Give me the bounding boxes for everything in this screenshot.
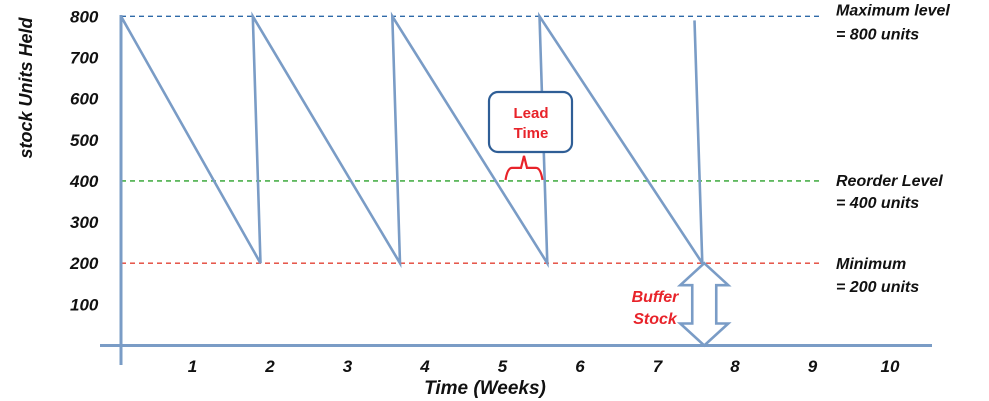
y-tick-label: 600 [70, 90, 99, 109]
x-axis-title: Time (Weeks) [424, 378, 546, 399]
reference-label-200: = 200 units [836, 279, 919, 296]
buffer-stock-label: Buffer [632, 289, 680, 306]
stock-level-line [119, 11, 704, 269]
y-tick-label: 700 [70, 48, 99, 67]
x-tick-label: 4 [419, 357, 430, 376]
x-tick-label: 2 [264, 357, 275, 376]
lead-time-box [487, 90, 574, 154]
buffer-stock-arrow [676, 261, 732, 348]
annotations-layer: Lead Time Buffer Stock [487, 90, 732, 348]
reference-label-800: Maximum level [836, 2, 950, 19]
axes-layer: 100 200 300 400 500 600 700 800 1 2 3 4 5 6 7 8 9 10 [69, 7, 932, 376]
y-tick-label: 500 [70, 131, 99, 150]
lead-time-label: Time [514, 125, 549, 142]
y-tick-label: 200 [69, 254, 99, 273]
x-tick-label: 6 [575, 357, 585, 376]
lead-time-brace [504, 155, 544, 181]
x-tick-label: 7 [653, 357, 664, 376]
x-tick-label: 9 [808, 357, 818, 376]
reference-label-400: = 400 units [836, 195, 919, 212]
y-tick-label: 300 [70, 213, 99, 232]
lead-time-label: Lead [513, 105, 548, 122]
reference-label-800: = 800 units [836, 26, 919, 43]
y-tick-label: 800 [70, 7, 99, 26]
x-tick-label: 1 [188, 357, 197, 376]
x-tick-label: 3 [343, 357, 353, 376]
y-axis-title: stock Units Held [16, 16, 36, 158]
reference-lines-layer: Maximum level = 800 units Reorder Level = 4… [121, 2, 950, 296]
buffer-stock-label: Stock [633, 311, 678, 328]
reference-label-200: Minimum [836, 256, 906, 273]
y-tick-label: 400 [69, 172, 99, 191]
reference-label-400: Reorder Level [836, 173, 943, 190]
series-layer [119, 11, 704, 269]
x-tick-label: 5 [498, 357, 508, 376]
y-tick-label: 100 [70, 295, 99, 314]
x-tick-label: 8 [730, 357, 740, 376]
x-tick-label: 10 [881, 357, 900, 376]
